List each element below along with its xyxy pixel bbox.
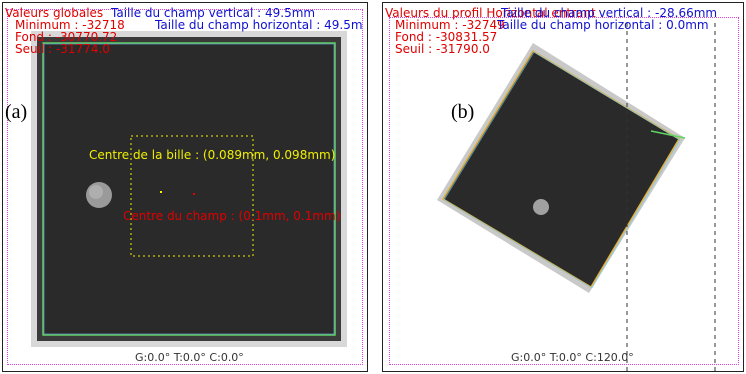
field-horizontal-size: Taille du champ horizontal : 49.5m — [155, 18, 363, 32]
ball-center-text: Centre de la bille : (0.089mm, 0.098mm) — [89, 148, 336, 162]
panel-label-b: (b) — [451, 101, 475, 123]
panel-a-image — [31, 31, 347, 347]
header-title-b: Valeurs du profil Horizontal entrant — [385, 6, 596, 20]
field-center-text: Centre du champ : (0.1mm, 0.1mm) — [123, 209, 341, 223]
threshold-value: Seuil : -31774.0 — [15, 42, 110, 56]
field-center-marker — [193, 193, 195, 195]
panel-b-image — [437, 23, 716, 371]
minimum-value-b: Minimum : -32749 — [395, 18, 505, 32]
header-title: Valeurs globales — [5, 6, 104, 20]
angle-readout-b: G:0.0° T:0.0° C:120.0° — [511, 351, 634, 364]
angle-readout: G:0.0° T:0.0° C:0.0° — [135, 351, 244, 364]
ball-center-marker — [160, 191, 162, 193]
panel-label-a: (a) — [5, 101, 28, 123]
field-horizontal-size-b: Taille du champ horizontal : 0.0mm — [497, 18, 709, 32]
ball-marker-b — [533, 199, 549, 215]
analysis-box — [130, 135, 254, 257]
profile-edge-green — [650, 130, 686, 139]
background-value-b: Fond : -30831.57 — [395, 30, 498, 44]
minimum-value: Minimum : -32718 — [15, 18, 125, 32]
panel-b: Valeurs du profil Horizontal entrant Tai… — [382, 2, 744, 372]
panel-a: Valeurs globales Taille du champ vertica… — [2, 2, 368, 372]
field-vertical-size-b: Taille du champ vertical : -28.66mm — [501, 6, 718, 20]
magenta-roi-b — [389, 17, 739, 365]
background-value: Fond : -30770.72 — [15, 30, 118, 44]
threshold-value-b: Seuil : -31790.0 — [395, 42, 490, 56]
rotated-field-contour — [443, 51, 681, 289]
magenta-roi — [7, 9, 363, 365]
field-contour-blue — [43, 43, 335, 335]
field-vertical-size: Taille du champ vertical : 49.5mm — [111, 6, 316, 20]
